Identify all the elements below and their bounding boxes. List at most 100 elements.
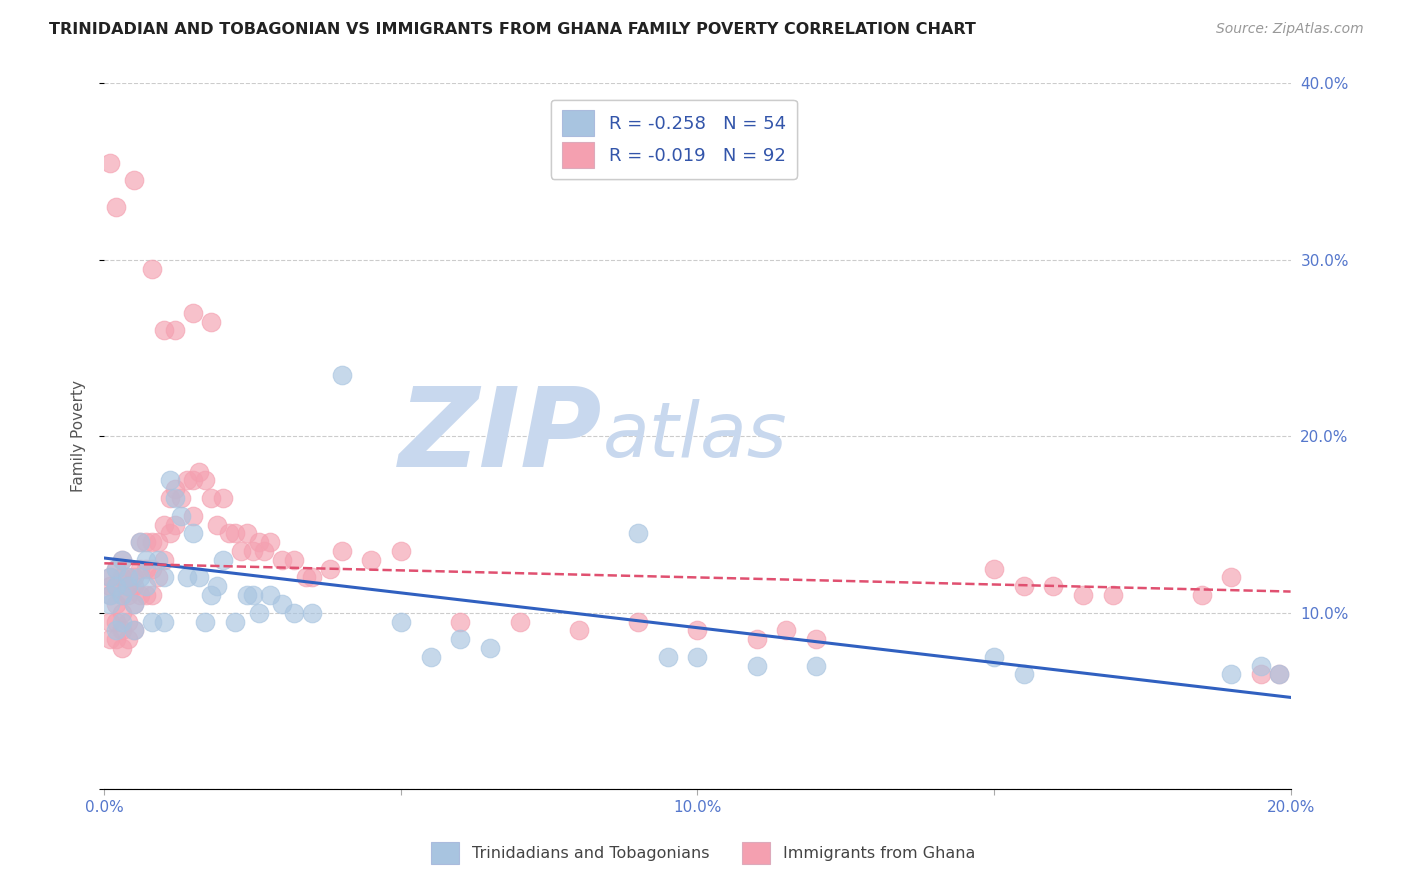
Y-axis label: Family Poverty: Family Poverty bbox=[72, 380, 86, 492]
Point bbox=[128, 570, 150, 584]
Point bbox=[295, 570, 318, 584]
Point bbox=[117, 588, 139, 602]
Point bbox=[122, 624, 145, 638]
Point bbox=[170, 491, 193, 505]
Point bbox=[122, 173, 145, 187]
Point bbox=[146, 570, 169, 584]
Text: TRINIDADIAN AND TOBAGONIAN VS IMMIGRANTS FROM GHANA FAMILY POVERTY CORRELATION C: TRINIDADIAN AND TOBAGONIAN VS IMMIGRANTS… bbox=[49, 22, 976, 37]
Legend: R = -0.258   N = 54, R = -0.019   N = 92: R = -0.258 N = 54, R = -0.019 N = 92 bbox=[551, 100, 797, 178]
Point bbox=[176, 474, 198, 488]
Point bbox=[200, 588, 222, 602]
Point bbox=[165, 323, 187, 337]
Point bbox=[152, 323, 174, 337]
Point bbox=[105, 579, 128, 593]
Point bbox=[242, 588, 264, 602]
Point bbox=[775, 624, 797, 638]
Point bbox=[1012, 667, 1035, 681]
Point bbox=[259, 588, 281, 602]
Point bbox=[686, 624, 709, 638]
Point bbox=[111, 606, 134, 620]
Point bbox=[627, 526, 650, 541]
Point bbox=[247, 606, 270, 620]
Point bbox=[111, 588, 134, 602]
Point bbox=[1042, 579, 1064, 593]
Point bbox=[146, 553, 169, 567]
Point bbox=[330, 544, 353, 558]
Point bbox=[105, 561, 128, 575]
Point bbox=[98, 156, 121, 170]
Point bbox=[301, 570, 323, 584]
Point bbox=[745, 632, 768, 647]
Point bbox=[152, 615, 174, 629]
Point bbox=[627, 615, 650, 629]
Point bbox=[105, 200, 128, 214]
Point bbox=[135, 553, 157, 567]
Point bbox=[330, 368, 353, 382]
Point bbox=[181, 508, 204, 523]
Point bbox=[508, 615, 530, 629]
Point bbox=[105, 579, 128, 593]
Point bbox=[419, 649, 441, 664]
Point bbox=[122, 597, 145, 611]
Point bbox=[389, 615, 412, 629]
Point bbox=[117, 570, 139, 584]
Point bbox=[111, 570, 134, 584]
Legend: Trinidadians and Tobagonians, Immigrants from Ghana: Trinidadians and Tobagonians, Immigrants… bbox=[425, 835, 981, 871]
Point bbox=[449, 632, 471, 647]
Point bbox=[229, 544, 252, 558]
Point bbox=[283, 606, 305, 620]
Point bbox=[283, 553, 305, 567]
Point bbox=[1220, 667, 1243, 681]
Point bbox=[105, 597, 128, 611]
Point bbox=[188, 570, 211, 584]
Point bbox=[122, 597, 145, 611]
Point bbox=[188, 465, 211, 479]
Point bbox=[98, 615, 121, 629]
Point bbox=[318, 561, 340, 575]
Point bbox=[983, 649, 1005, 664]
Point bbox=[117, 579, 139, 593]
Point bbox=[449, 615, 471, 629]
Point bbox=[1101, 588, 1123, 602]
Point bbox=[128, 535, 150, 549]
Point bbox=[205, 579, 228, 593]
Point bbox=[1250, 667, 1272, 681]
Point bbox=[152, 570, 174, 584]
Point bbox=[235, 526, 257, 541]
Point bbox=[212, 491, 235, 505]
Point bbox=[983, 561, 1005, 575]
Point bbox=[301, 606, 323, 620]
Point bbox=[205, 517, 228, 532]
Point bbox=[152, 517, 174, 532]
Point bbox=[165, 482, 187, 496]
Point bbox=[247, 535, 270, 549]
Point bbox=[165, 517, 187, 532]
Point bbox=[218, 526, 240, 541]
Point bbox=[200, 491, 222, 505]
Point bbox=[122, 579, 145, 593]
Point bbox=[360, 553, 382, 567]
Point bbox=[117, 615, 139, 629]
Point bbox=[146, 535, 169, 549]
Point bbox=[242, 544, 264, 558]
Point bbox=[128, 588, 150, 602]
Point bbox=[271, 553, 294, 567]
Point bbox=[804, 658, 827, 673]
Point bbox=[135, 535, 157, 549]
Point bbox=[111, 588, 134, 602]
Point bbox=[117, 632, 139, 647]
Point bbox=[181, 474, 204, 488]
Point bbox=[1250, 658, 1272, 673]
Point bbox=[159, 474, 181, 488]
Point bbox=[1012, 579, 1035, 593]
Point bbox=[804, 632, 827, 647]
Point bbox=[181, 306, 204, 320]
Point bbox=[111, 640, 134, 655]
Point bbox=[194, 474, 217, 488]
Point bbox=[568, 624, 591, 638]
Text: ZIP: ZIP bbox=[399, 383, 603, 490]
Point bbox=[141, 615, 163, 629]
Point bbox=[212, 553, 235, 567]
Point bbox=[105, 624, 128, 638]
Point bbox=[111, 615, 134, 629]
